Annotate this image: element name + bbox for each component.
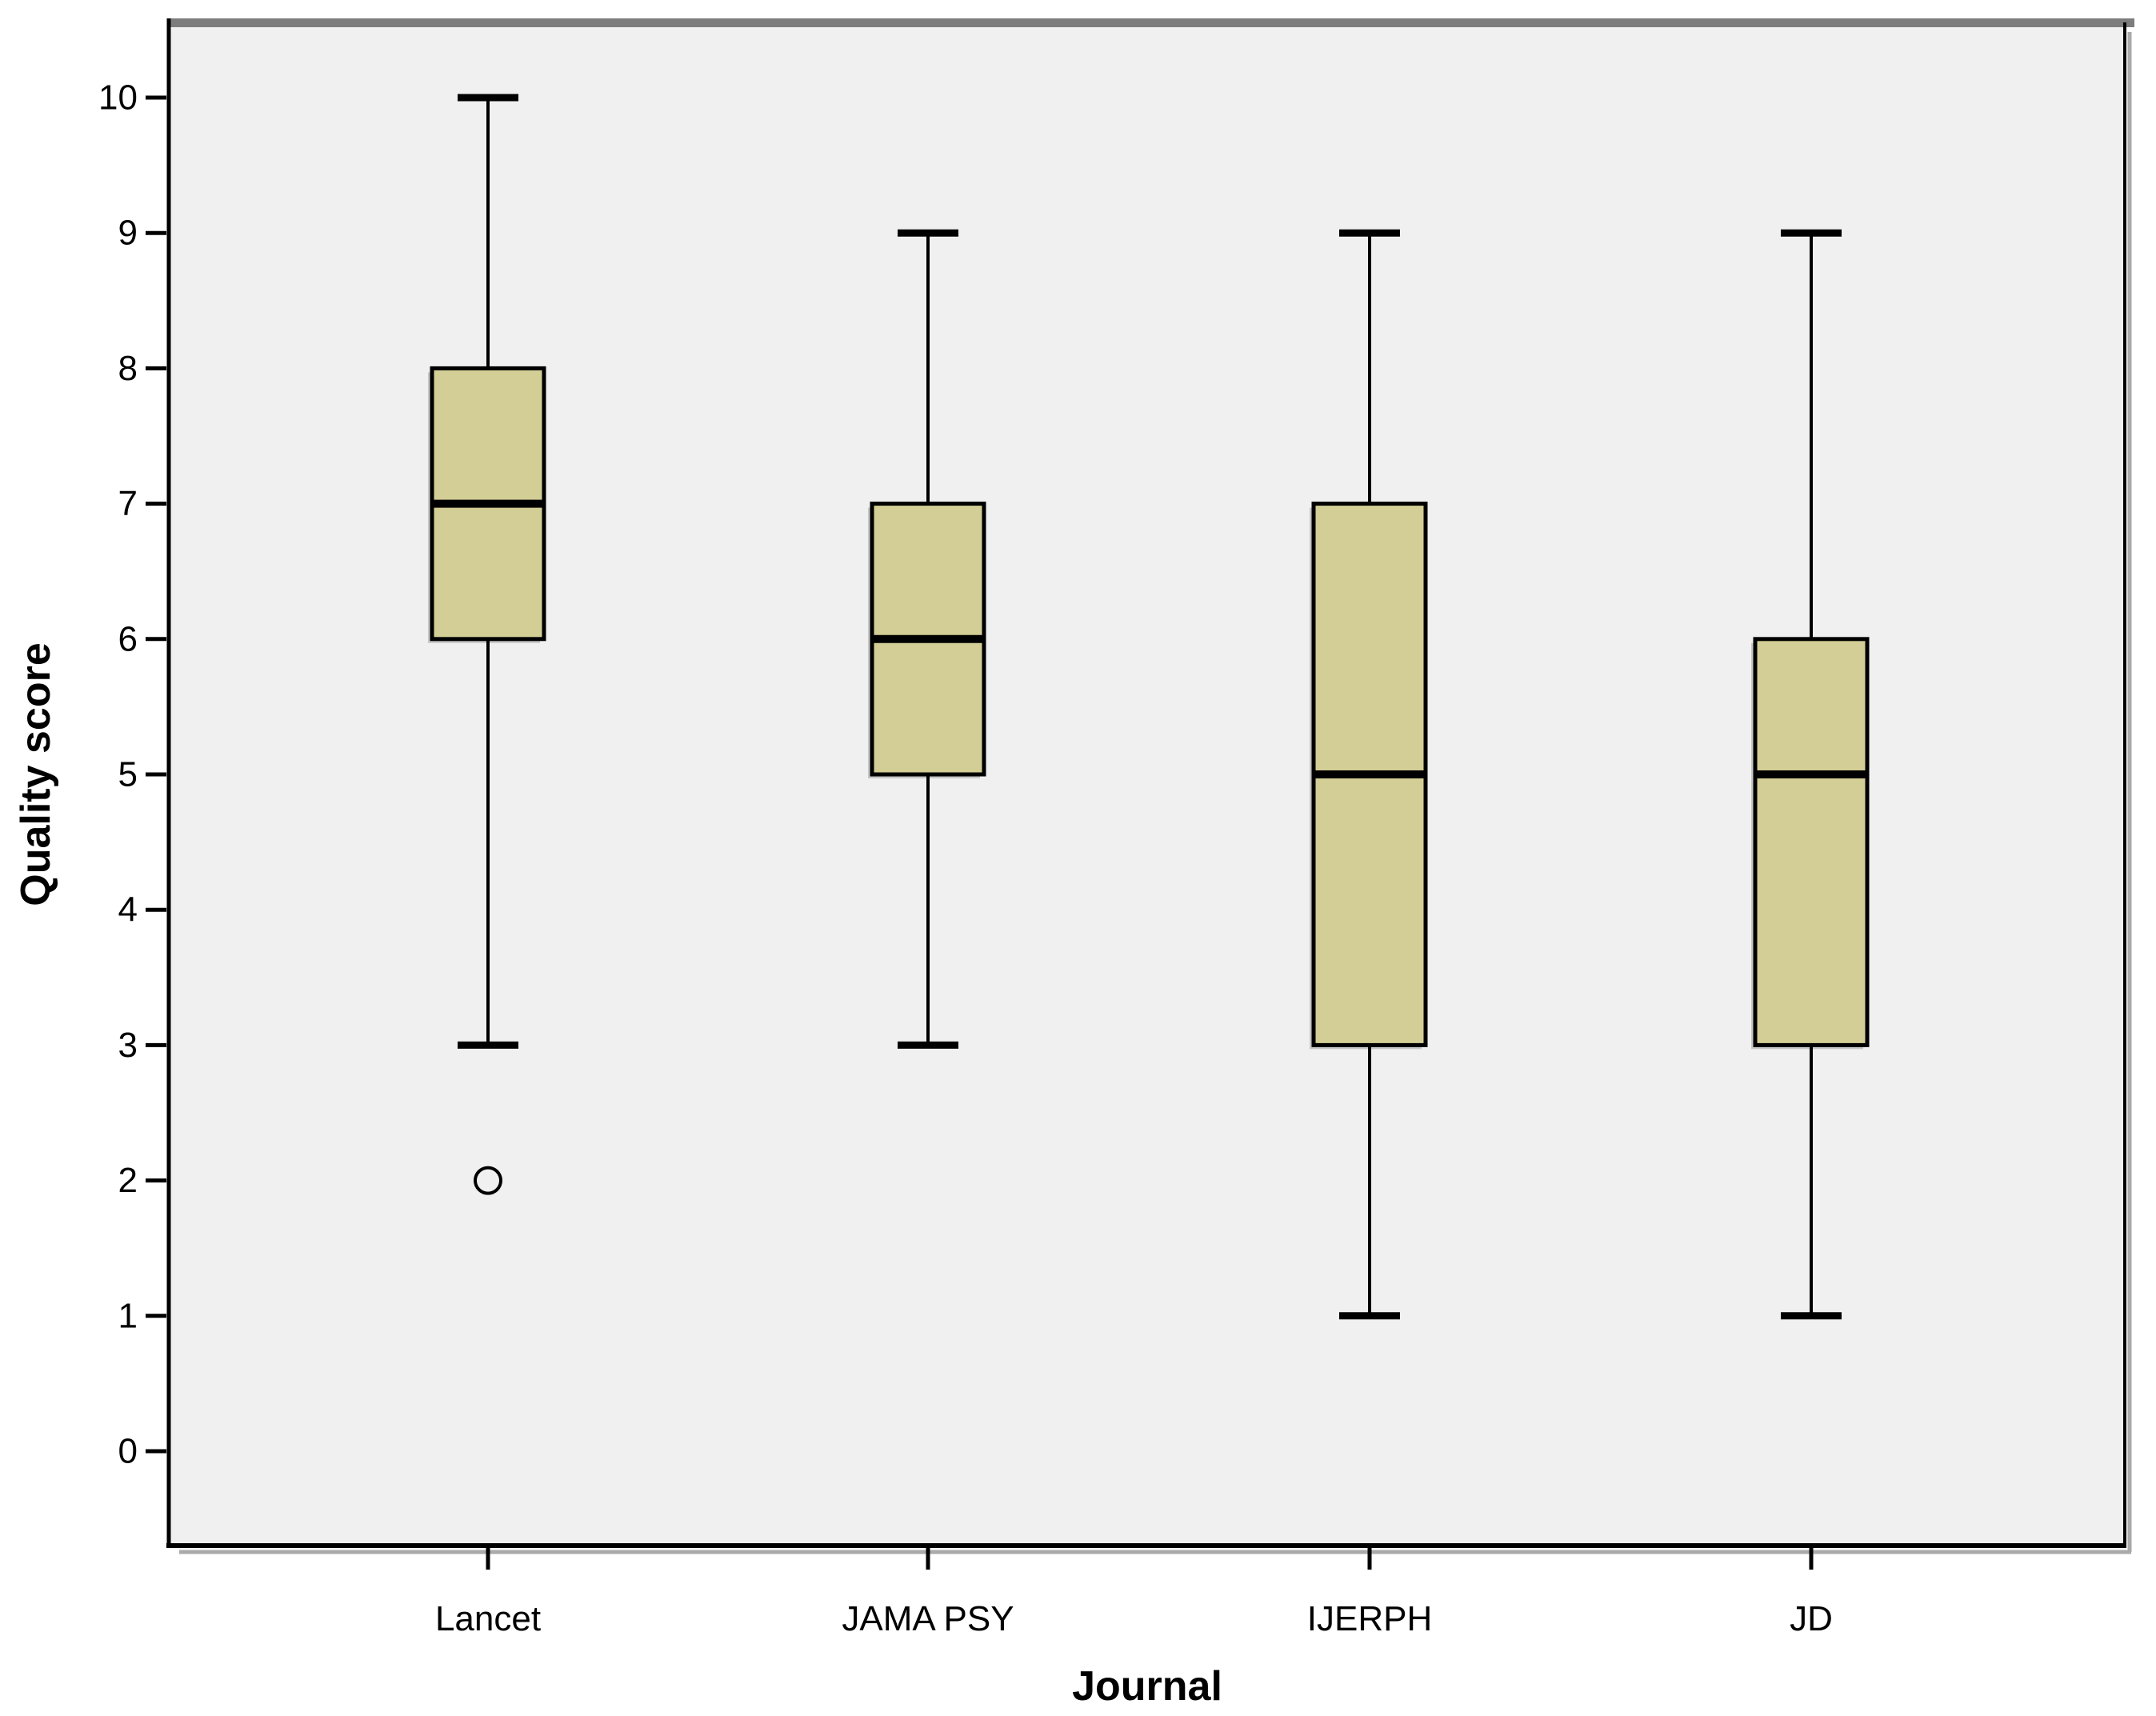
boxplot-lancet — [428, 94, 546, 1195]
y-tick-label: 5 — [118, 755, 138, 794]
boxplots — [428, 94, 1870, 1320]
frame-top-band — [169, 18, 2134, 27]
x-tick-label: IJERPH — [1307, 1599, 1432, 1638]
y-axis: 0 1 2 3 4 5 6 7 8 9 10 — [98, 78, 166, 1471]
x-axis: Lancet JAMA PSY IJERPH JD — [435, 1548, 1833, 1638]
x-axis-title: Journal — [1072, 1663, 1222, 1710]
y-tick-label: 0 — [118, 1432, 138, 1471]
y-tick-label: 7 — [118, 484, 138, 523]
y-tick-label: 9 — [118, 214, 138, 253]
chart-frame — [166, 18, 2134, 1554]
x-tick-label: JD — [1790, 1599, 1833, 1638]
outlier-point — [474, 1166, 502, 1195]
x-tick-label: Lancet — [435, 1599, 541, 1638]
boxplot-jama-psy — [868, 229, 986, 1049]
y-tick-label: 6 — [118, 619, 138, 658]
y-tick-label: 10 — [98, 78, 138, 118]
iqr-box — [1753, 637, 1870, 1047]
y-tick-label: 8 — [118, 349, 138, 388]
y-tick-label: 3 — [118, 1026, 138, 1065]
x-tick-label: JAMA PSY — [842, 1599, 1014, 1638]
y-tick-label: 4 — [118, 890, 138, 930]
y-axis-title: Quality score — [13, 642, 59, 906]
boxplot-jd — [1751, 229, 1870, 1320]
y-tick-label: 1 — [118, 1296, 138, 1335]
boxplot-ijerph — [1310, 229, 1428, 1320]
y-tick-label: 2 — [118, 1161, 138, 1200]
